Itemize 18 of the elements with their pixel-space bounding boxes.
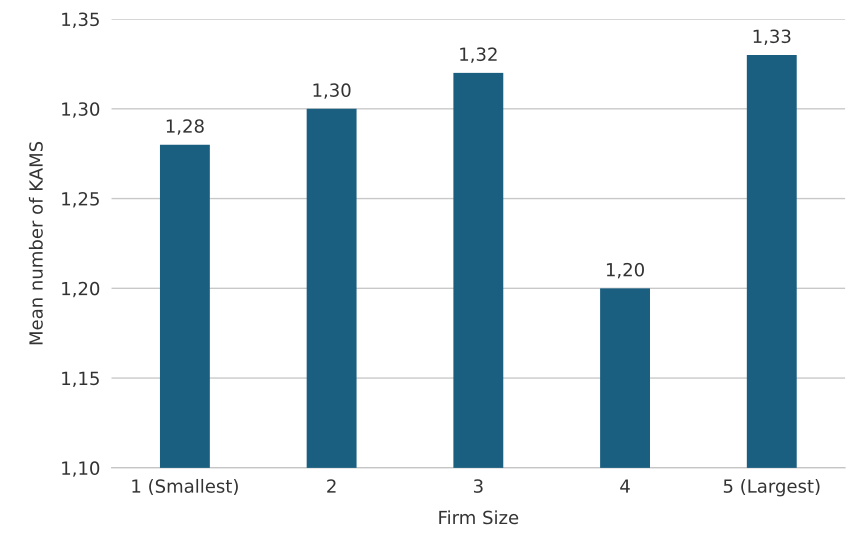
data-label: 1,30	[314, 83, 351, 99]
y-tick-label: 1,20	[62, 282, 100, 298]
x-tick-label: 5 (Largest)	[724, 478, 820, 496]
x-tick-label: 1 (Smallest)	[132, 478, 238, 496]
y-tick-label: 1,35	[62, 12, 99, 28]
x-tick-label: 4	[620, 480, 630, 493]
y-tick-label: 1,15	[62, 372, 99, 388]
x-tick-label: 2	[327, 479, 336, 493]
data-label: 1,33	[754, 29, 790, 45]
x-tick-label: 3	[474, 479, 483, 493]
data-label: 1,20	[606, 262, 644, 278]
y-tick-label: 1,10	[62, 461, 100, 477]
x-axis-title: Firm Size	[439, 510, 518, 524]
y-tick-label: 1,30	[62, 102, 100, 118]
data-label: 1,32	[460, 47, 497, 63]
y-tick-label: 1,25	[62, 192, 99, 208]
y-axis-title: Mean number of KAMS	[28, 142, 43, 344]
data-label: 1,28	[166, 119, 204, 135]
